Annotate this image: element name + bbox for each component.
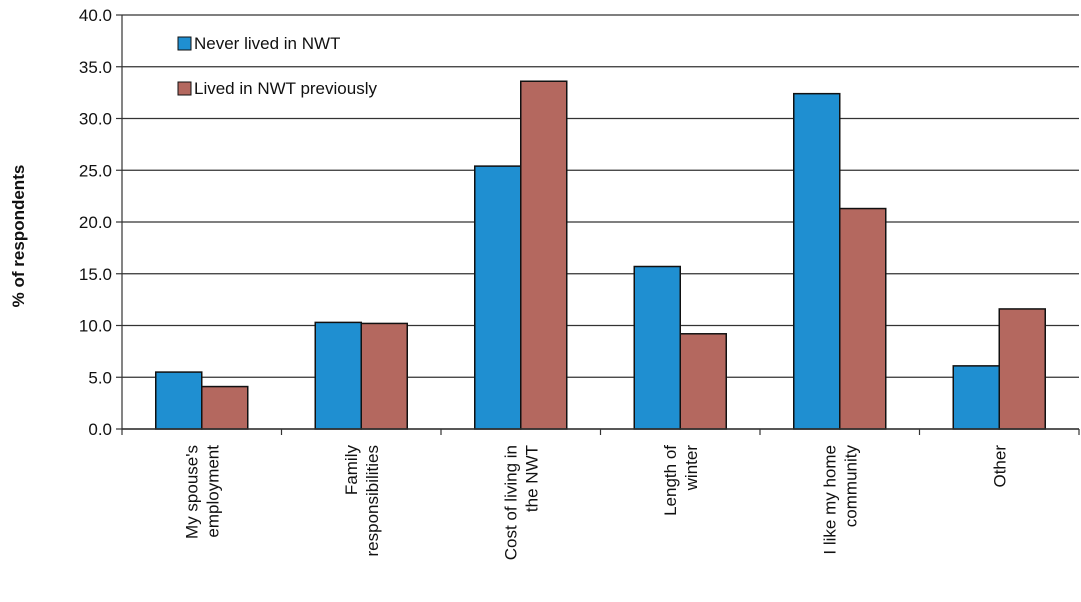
bar-never-lived (633, 265, 681, 430)
bars (155, 80, 1046, 430)
y-tick-label: 35.0 (79, 58, 112, 77)
legend-swatch (177, 81, 192, 96)
x-axis: My spouse's employment Family responsibilit… (121, 428, 1080, 560)
y-axis-label: % of respondents (9, 165, 28, 308)
x-category-label: responsibilities (363, 445, 382, 557)
legend-label: Lived in NWT previously (194, 79, 377, 98)
x-category-label: employment (203, 445, 222, 538)
x-category-label: community (841, 445, 860, 528)
x-category-label: Length of (661, 445, 680, 516)
x-category-label: I like my home (820, 445, 839, 555)
bar-never-lived (314, 321, 362, 430)
x-category-label: My spouse's (182, 445, 201, 539)
gridlines (122, 14, 1079, 430)
y-axis: 0.0 5.0 10.0 15.0 20.0 25.0 30.0 35.0 40.0 (79, 6, 123, 439)
y-tick-label: 20.0 (79, 213, 112, 232)
x-category-label: Other (990, 445, 1009, 488)
y-tick-label: 5.0 (88, 368, 112, 387)
x-category-label: Cost of living in (501, 445, 520, 560)
bar-never-lived (952, 365, 1000, 430)
y-tick-label: 25.0 (79, 161, 112, 180)
bar-lived-previously (679, 333, 727, 430)
x-category-label: winter (682, 445, 701, 492)
x-category-label: the NWT (522, 445, 541, 512)
bar-never-lived (474, 165, 522, 430)
y-tick-label: 10.0 (79, 317, 112, 336)
legend-label: Never lived in NWT (194, 34, 340, 53)
bar-never-lived (793, 92, 841, 430)
y-tick-label: 0.0 (88, 420, 112, 439)
y-tick-label: 40.0 (79, 6, 112, 25)
y-tick-label: 30.0 (79, 110, 112, 129)
y-tick-label: 15.0 (79, 265, 112, 284)
bar-lived-previously (520, 80, 568, 430)
legend: Never lived in NWT Lived in NWT previousl… (177, 34, 377, 98)
bar-never-lived (155, 371, 203, 430)
bar-lived-previously (360, 322, 408, 430)
bar-lived-previously (839, 207, 887, 430)
bar-lived-previously (201, 385, 249, 430)
x-category-label: Family (342, 445, 361, 496)
legend-swatch (177, 36, 192, 51)
bar-lived-previously (998, 308, 1046, 430)
